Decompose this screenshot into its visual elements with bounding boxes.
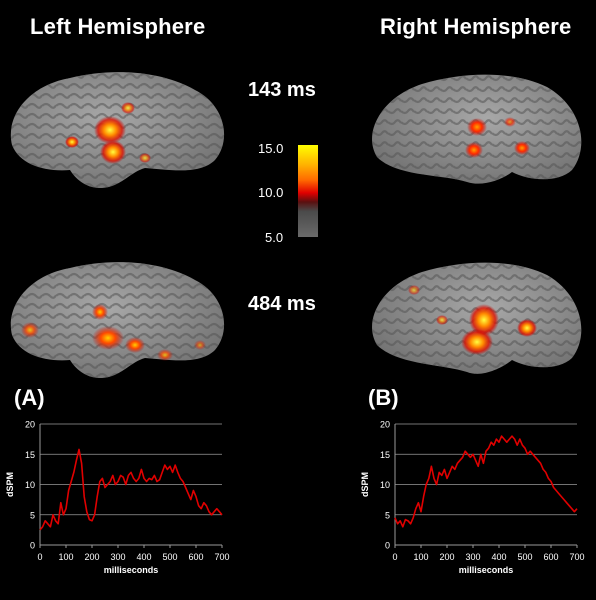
x-tick-label: 700 [214,552,229,562]
series-line-dspm [394,435,578,528]
brain-left-143ms [10,72,225,188]
panel-label-b: (B) [368,385,399,410]
x-tick-label: 600 [188,552,203,562]
x-tick-label: 100 [58,552,73,562]
colorbar-tick-max: 15.0 [258,141,284,156]
y-tick-label: 5 [30,510,35,520]
colorbar [298,145,318,237]
series-line-dspm [39,448,223,531]
y-tick-label: 20 [380,420,390,430]
colorbar-tick-mid: 10.0 [258,185,284,200]
y-tick-label: 5 [385,510,390,520]
x-tick-label: 400 [136,552,151,562]
panel-label-a: (A) [14,385,45,410]
x-tick-label: 500 [162,552,177,562]
y-tick-label: 0 [385,541,390,551]
x-tick-label: 600 [543,552,558,562]
colorbar-tick-min: 5.0 [265,230,284,245]
brain-right-143ms [372,74,582,184]
y-tick-label: 20 [25,420,35,430]
x-tick-label: 300 [465,552,480,562]
x-tick-label: 200 [439,552,454,562]
x-axis-label: milliseconds [459,565,514,575]
y-tick-label: 10 [380,480,390,490]
x-tick-label: 0 [37,552,42,562]
time-label-bottom: 484 ms [248,293,316,315]
x-tick-label: 200 [84,552,99,562]
x-tick-label: 100 [413,552,428,562]
left-hemisphere-title: Left Hemisphere [30,14,206,39]
x-tick-label: 300 [110,552,125,562]
time-label-top: 143 ms [248,79,316,101]
y-axis-label: dSPM [360,472,370,497]
y-tick-label: 0 [30,541,35,551]
x-tick-label: 700 [569,552,584,562]
x-tick-label: 0 [392,552,397,562]
x-axis-label: milliseconds [104,565,159,575]
y-tick-label: 15 [25,450,35,460]
x-tick-label: 500 [517,552,532,562]
right-hemisphere-title: Right Hemisphere [380,14,572,39]
brain-left-484ms [10,262,225,378]
brain-right-484ms [372,262,582,374]
y-tick-label: 10 [25,480,35,490]
y-axis-label: dSPM [5,472,15,497]
x-tick-label: 400 [491,552,506,562]
y-tick-label: 15 [380,450,390,460]
